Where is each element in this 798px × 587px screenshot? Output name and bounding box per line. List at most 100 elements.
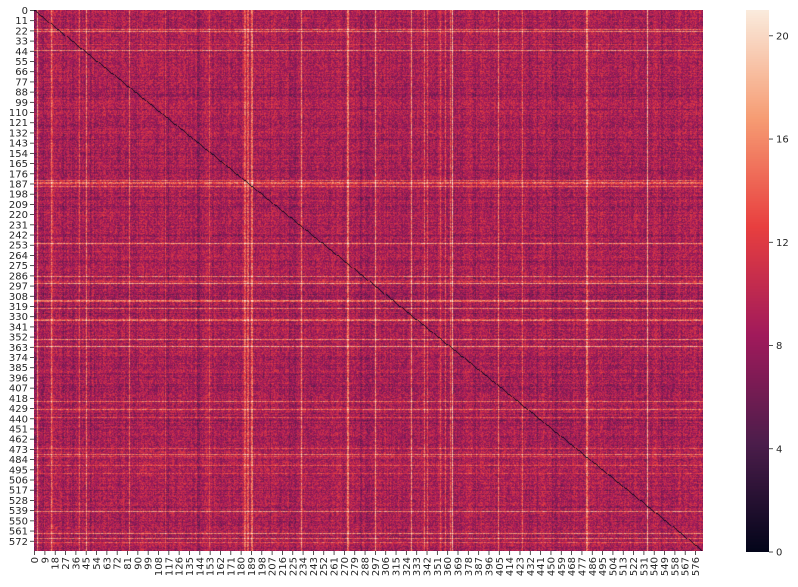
- colorbar-tick-label: 0: [776, 548, 782, 559]
- x-tick-label: 387: [474, 557, 485, 576]
- x-tick-label: 288: [361, 557, 372, 576]
- x-tick-label: 72: [113, 557, 124, 570]
- y-tick-label: 528: [9, 496, 28, 507]
- x-tick-label: 369: [454, 557, 465, 576]
- y-tick-label: 572: [9, 537, 28, 548]
- x-tick-label: 504: [608, 557, 619, 576]
- y-tick-label: 33: [15, 37, 28, 48]
- x-tick-label: 126: [175, 557, 186, 576]
- x-tick-label: 441: [536, 557, 547, 576]
- x-tick-label: 18: [51, 557, 62, 570]
- y-tick-label: 517: [9, 486, 28, 497]
- x-tick-label: 396: [484, 557, 495, 576]
- colorbar-tick-label: 16: [776, 135, 789, 146]
- y-tick-label: 440: [9, 414, 28, 425]
- x-tick-label: 9: [40, 557, 51, 563]
- y-tick-label: 11: [15, 16, 28, 27]
- y-tick-label: 363: [9, 343, 28, 354]
- x-tick-label: 144: [195, 557, 206, 576]
- x-tick-label: 261: [330, 557, 341, 576]
- y-tick-label: 55: [15, 57, 28, 68]
- x-tick-label: 81: [123, 557, 134, 570]
- y-tick-label: 297: [9, 282, 28, 293]
- y-tick-label: 407: [9, 384, 28, 395]
- y-tick-label: 264: [9, 251, 28, 262]
- y-tick-label: 308: [9, 292, 28, 303]
- y-tick-label: 352: [9, 333, 28, 344]
- x-tick-label: 153: [206, 557, 217, 576]
- x-tick-label: 540: [650, 557, 661, 576]
- x-tick-label: 162: [216, 557, 227, 576]
- y-tick-label: 198: [9, 190, 28, 201]
- y-tick-label: 319: [9, 302, 28, 313]
- y-tick-label: 143: [9, 139, 28, 150]
- x-tick-label: 405: [495, 557, 506, 576]
- y-tick-label: 330: [9, 312, 28, 323]
- x-tick-label: 189: [247, 557, 258, 576]
- x-tick-label: 135: [185, 557, 196, 576]
- x-tick-label: 423: [515, 557, 526, 576]
- x-tick-label: 54: [92, 557, 103, 570]
- heatmap-cells: [34, 10, 703, 551]
- y-tick-label: 231: [9, 220, 28, 231]
- x-tick-label: 477: [577, 557, 588, 576]
- y-tick-label: 374: [9, 353, 28, 364]
- x-tick-label: 378: [464, 557, 475, 576]
- x-tick-label: 558: [670, 557, 681, 576]
- x-tick-label: 117: [164, 557, 175, 576]
- y-tick-label: 22: [15, 26, 28, 37]
- colorbar-tick-label: 12: [776, 238, 789, 249]
- y-tick-label: 187: [9, 179, 28, 190]
- x-tick-label: 576: [691, 557, 702, 576]
- x-tick-label: 225: [288, 557, 299, 576]
- x-tick-label: 513: [619, 557, 630, 576]
- colorbar-ticks: 0 4 8 12 16 20: [769, 31, 789, 559]
- y-tick-label: 121: [9, 118, 28, 129]
- x-tick-label: 45: [82, 557, 93, 570]
- x-tick-label: 180: [237, 557, 248, 576]
- x-tick-label: 252: [319, 557, 330, 576]
- y-tick-label: 462: [9, 435, 28, 446]
- colorbar-tick-label: 4: [776, 444, 782, 455]
- x-tick-label: 99: [144, 557, 155, 570]
- y-tick-label: 77: [15, 77, 28, 88]
- y-tick-label: 253: [9, 241, 28, 252]
- x-tick-label: 234: [299, 557, 310, 576]
- y-tick-label: 451: [9, 424, 28, 435]
- y-tick-label: 110: [9, 108, 28, 119]
- x-tick-label: 279: [350, 557, 361, 576]
- x-tick-label: 324: [402, 557, 413, 576]
- x-tick-label: 297: [371, 557, 382, 576]
- y-tick-label: 418: [9, 394, 28, 405]
- y-tick-label: 561: [9, 527, 28, 538]
- x-tick-label: 351: [433, 557, 444, 576]
- y-tick-label: 286: [9, 271, 28, 282]
- x-tick-label: 495: [598, 557, 609, 576]
- x-tick-label: 36: [71, 557, 82, 570]
- x-tick-label: 108: [154, 557, 165, 576]
- x-tick-label: 306: [381, 557, 392, 576]
- x-tick-label: 27: [61, 557, 72, 570]
- y-tick-label: 220: [9, 210, 28, 221]
- colorbar-tick-label: 8: [776, 341, 782, 352]
- x-tick-label: 468: [567, 557, 578, 576]
- x-tick-label: 450: [546, 557, 557, 576]
- x-tick-label: 486: [588, 557, 599, 576]
- y-tick-label: 99: [15, 98, 28, 109]
- x-axis-ticks: 0 9 18 27 36 45 54 63 72 81 90 99 108 117 126 135 144 153…: [30, 551, 702, 576]
- x-tick-label: 360: [443, 557, 454, 576]
- x-tick-label: 567: [681, 557, 692, 576]
- y-tick-label: 165: [9, 159, 28, 170]
- x-tick-label: 216: [278, 557, 289, 576]
- y-tick-label: 429: [9, 404, 28, 415]
- x-tick-label: 207: [268, 557, 279, 576]
- y-tick-label: 242: [9, 231, 28, 242]
- y-tick-label: 66: [15, 67, 28, 78]
- y-tick-label: 473: [9, 445, 28, 456]
- y-tick-label: 484: [9, 455, 28, 466]
- y-tick-label: 176: [9, 169, 28, 180]
- x-tick-label: 333: [412, 557, 423, 576]
- x-tick-label: 171: [226, 557, 237, 576]
